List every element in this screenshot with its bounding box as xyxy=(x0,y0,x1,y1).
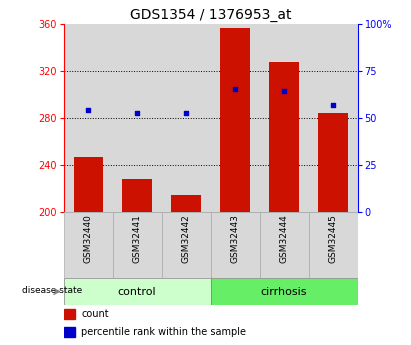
Bar xyxy=(220,28,250,212)
Point xyxy=(281,88,287,94)
Text: count: count xyxy=(81,309,109,319)
Bar xyxy=(162,212,211,278)
Bar xyxy=(74,157,103,212)
Point xyxy=(330,102,336,108)
Text: control: control xyxy=(118,287,157,296)
Bar xyxy=(211,278,358,305)
Bar xyxy=(211,212,260,278)
Bar xyxy=(64,327,76,337)
Bar xyxy=(113,212,162,278)
Text: cirrhosis: cirrhosis xyxy=(261,287,307,296)
Bar xyxy=(171,195,201,212)
Point xyxy=(183,111,189,116)
Bar xyxy=(319,114,348,212)
Text: GSM32441: GSM32441 xyxy=(133,214,142,263)
Bar xyxy=(122,179,152,212)
Bar xyxy=(64,309,76,319)
Text: percentile rank within the sample: percentile rank within the sample xyxy=(81,327,246,337)
Bar xyxy=(309,212,358,278)
Title: GDS1354 / 1376953_at: GDS1354 / 1376953_at xyxy=(130,8,291,22)
Text: GSM32445: GSM32445 xyxy=(328,214,337,263)
Text: GSM32443: GSM32443 xyxy=(231,214,240,263)
Text: GSM32442: GSM32442 xyxy=(182,214,191,263)
Bar xyxy=(64,278,210,305)
Bar xyxy=(260,212,309,278)
Text: GSM32444: GSM32444 xyxy=(279,214,289,263)
Bar xyxy=(64,212,113,278)
Text: disease state: disease state xyxy=(22,286,83,295)
Point xyxy=(232,86,238,91)
Bar xyxy=(270,62,299,212)
Text: GSM32440: GSM32440 xyxy=(84,214,93,263)
Point xyxy=(85,107,92,113)
Point xyxy=(134,111,141,116)
